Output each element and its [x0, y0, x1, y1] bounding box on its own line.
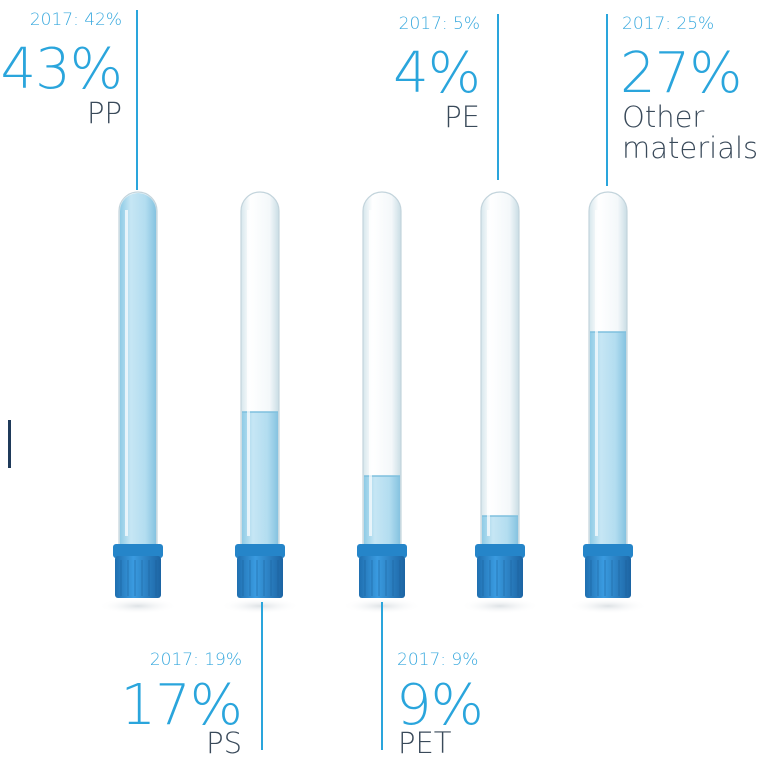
leader-line-ps	[261, 602, 263, 750]
tube-shadow	[568, 598, 648, 614]
cap-body	[237, 556, 283, 598]
tube-highlight	[369, 210, 372, 536]
test-tube-pe	[460, 191, 540, 614]
tube-shadow	[98, 598, 178, 614]
leader-line-other	[606, 14, 608, 186]
cap-rim	[113, 544, 163, 558]
material-label-ps: PS	[206, 726, 242, 760]
leader-line-pet	[381, 602, 383, 750]
cap-rim	[235, 544, 285, 558]
prev-label-other: 2017: 25%	[622, 14, 715, 34]
material-label-pp: PP	[87, 96, 122, 130]
test-tube-other-materials	[568, 191, 648, 614]
value-label-other: 27%	[620, 41, 742, 106]
prev-label-pet: 2017: 9%	[397, 650, 479, 670]
tube-highlight	[487, 210, 490, 536]
tube-highlight	[595, 210, 598, 536]
cap-body	[115, 556, 161, 598]
prev-label-ps: 2017: 19%	[149, 650, 242, 670]
cap-rim	[357, 544, 407, 558]
tube-highlight	[247, 210, 250, 536]
cap-body	[585, 556, 631, 598]
tube-glass	[362, 191, 402, 549]
test-tube-pet	[342, 191, 422, 614]
material-label-pe: PE	[444, 100, 480, 134]
prev-label-pp: 2017: 42%	[29, 10, 122, 30]
material-label-other: Other materials	[622, 100, 759, 165]
value-label-pet: 9%	[396, 673, 484, 738]
material-label-pet: PET	[398, 726, 452, 760]
test-tube-ps	[220, 191, 300, 614]
tube-shadow	[220, 598, 300, 614]
liquid-pp	[120, 193, 156, 548]
value-label-pe: 4%	[393, 41, 481, 106]
leader-line-pe	[497, 14, 499, 180]
value-label-ps: 17%	[120, 673, 243, 738]
tube-highlight	[125, 210, 128, 536]
cap-body	[477, 556, 523, 598]
tube-glass	[480, 191, 520, 549]
leader-line-pp	[136, 10, 138, 190]
test-tube-pp	[98, 191, 178, 614]
cap-rim	[583, 544, 633, 558]
side-marker	[8, 420, 11, 468]
cap-body	[359, 556, 405, 598]
tube-shadow	[460, 598, 540, 614]
prev-label-pe: 2017: 5%	[398, 14, 480, 34]
value-label-pp: 43%	[0, 37, 123, 102]
cap-rim	[475, 544, 525, 558]
